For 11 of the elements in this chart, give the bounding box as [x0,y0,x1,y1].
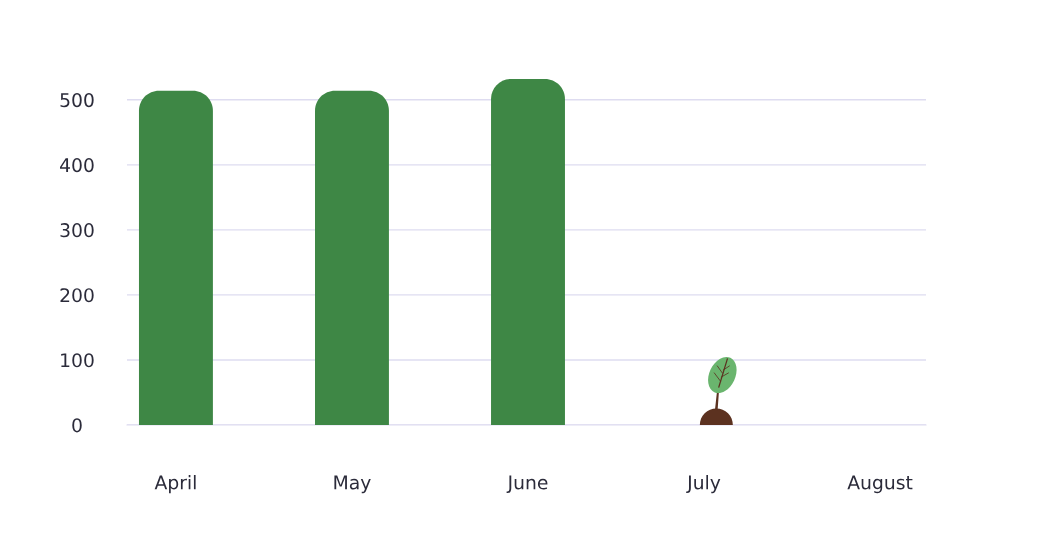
y-tick-label: 400 [60,158,94,173]
x-tick-label: April [154,475,196,494]
x-tick-label: June [506,475,548,493]
y-tick-label: 0 [72,418,82,433]
y-tick-label: 200 [60,288,94,303]
x-tick-label: July [686,475,721,494]
y-tick-label: 300 [60,223,94,238]
y-tick-label: 100 [61,353,94,368]
x-tick-label: August [847,475,913,494]
x-tick-label: May [334,475,371,494]
y-tick-label: 500 [60,93,94,108]
